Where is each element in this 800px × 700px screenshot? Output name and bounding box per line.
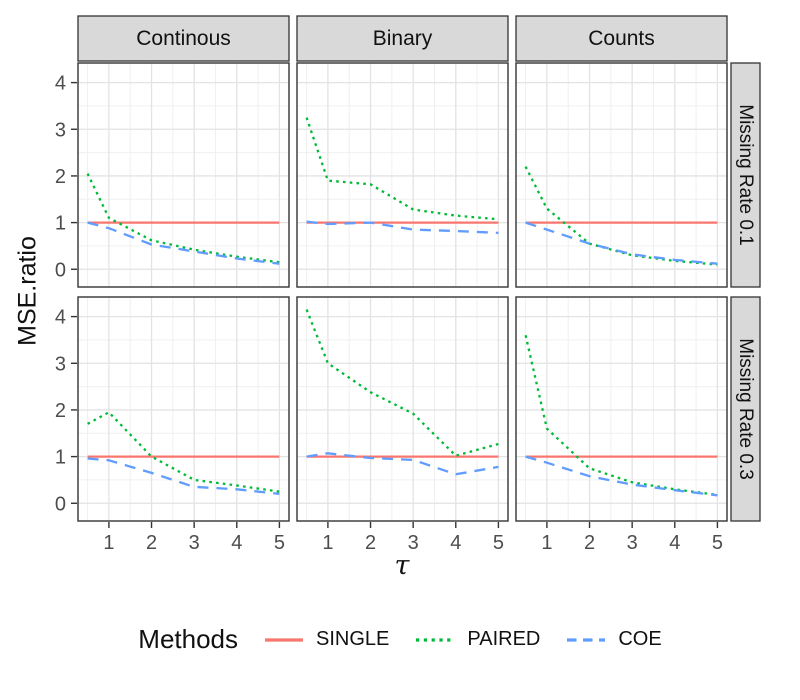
series-line-paired <box>305 309 499 457</box>
single-solid-line-key-icon <box>265 637 304 642</box>
x-tick-label: 2 <box>584 532 595 554</box>
series-line-paired <box>305 117 499 221</box>
gridlines-minor <box>516 63 727 287</box>
y-tick-label: 0 <box>55 493 66 515</box>
x-axis-title: τ <box>394 550 410 581</box>
x-tick-label: 1 <box>322 532 333 554</box>
series-line-coe <box>87 221 280 265</box>
y-axis-ticks-row-1: 0 1 2 3 4 <box>55 307 77 515</box>
coe-dashed-line-key-icon <box>567 637 606 642</box>
series-line-paired <box>87 411 280 493</box>
facet-col-strip-counts: Counts <box>515 15 728 62</box>
x-tick-label: 1 <box>541 532 552 554</box>
y-tick-label: 3 <box>55 119 66 141</box>
x-tick-label: 3 <box>408 532 419 554</box>
x-tick-label: 4 <box>231 532 242 554</box>
x-tick-label: 5 <box>274 532 285 554</box>
y-axis-title: MSE.ratio <box>13 236 42 346</box>
legend-item-label: SINGLE <box>316 628 390 650</box>
facet-row-strip-missing-rate-0-3: Missing Rate 0.3 <box>730 296 761 522</box>
y-tick-label: 1 <box>55 447 66 469</box>
gridlines-major <box>516 63 727 287</box>
legend-title: Methods <box>138 624 239 654</box>
panel-counts-missing-rate-0-3 <box>515 296 728 522</box>
series-line-coe <box>87 457 280 496</box>
y-tick-label: 4 <box>55 73 66 95</box>
panel-counts-missing-rate-0-1 <box>515 62 728 288</box>
panel-binary-missing-rate-0-3 <box>296 296 509 522</box>
series-line-paired <box>524 166 718 266</box>
legend-item-paired: PAIRED <box>413 628 540 651</box>
facet-col-strip-continous: Continous <box>77 15 290 62</box>
y-tick-label: 4 <box>55 307 66 329</box>
x-tick-label: 1 <box>103 532 114 554</box>
gridlines-minor <box>78 63 289 287</box>
series-line-coe <box>525 221 718 265</box>
y-tick-label: 1 <box>55 213 66 235</box>
gridlines-major <box>78 297 289 521</box>
legend: Methods SINGLE PAIRED COE <box>0 624 800 655</box>
facet-col-label: Counts <box>588 27 655 50</box>
series-line-coe <box>306 452 499 476</box>
y-tick-label: 2 <box>55 166 66 188</box>
gridlines-minor <box>78 297 289 521</box>
panel-continous-missing-rate-0-3 <box>77 296 290 522</box>
facet-row-label: Missing Rate 0.3 <box>735 338 756 480</box>
series-line-coe <box>525 455 718 497</box>
legend-item-label: COE <box>618 628 662 650</box>
gridlines-minor <box>297 297 508 521</box>
x-tick-label: 5 <box>493 532 504 554</box>
facet-row-label: Missing Rate 0.1 <box>735 104 756 246</box>
gridlines-minor <box>297 63 508 287</box>
gridlines-minor <box>516 297 727 521</box>
facet-col-label: Continous <box>136 27 231 50</box>
panel-binary-missing-rate-0-1 <box>296 62 509 288</box>
facet-col-label: Binary <box>373 27 433 50</box>
y-axis-ticks-row-0: 0 1 2 3 4 <box>55 73 77 281</box>
series-line-coe <box>306 220 499 235</box>
legend-item-coe: COE <box>564 628 662 651</box>
facet-row-strip-missing-rate-0-1: Missing Rate 0.1 <box>730 62 761 288</box>
x-axis-ticks-col-0: 1 2 3 4 5 <box>103 522 285 554</box>
x-tick-label: 2 <box>365 532 376 554</box>
facet-col-strip-binary: Binary <box>296 15 509 62</box>
x-tick-label: 3 <box>627 532 638 554</box>
gridlines-major <box>78 63 289 287</box>
x-tick-label: 5 <box>712 532 723 554</box>
x-tick-label: 4 <box>450 532 461 554</box>
x-tick-label: 3 <box>189 532 200 554</box>
paired-dotted-line-key-icon <box>416 637 455 642</box>
facet-grid-svg: Continous Binary Counts Missing Rate 0.1 Mis… <box>55 15 761 554</box>
panel-continous-missing-rate-0-1 <box>77 62 290 288</box>
x-axis-ticks-col-1: 1 2 3 4 5 <box>322 522 504 554</box>
y-tick-label: 2 <box>55 400 66 422</box>
x-tick-label: 4 <box>669 532 680 554</box>
x-tick-label: 2 <box>146 532 157 554</box>
legend-item-label: PAIRED <box>467 628 541 650</box>
series-line-paired <box>86 173 280 264</box>
x-axis-ticks-col-2: 1 2 3 4 5 <box>541 522 723 554</box>
y-tick-label: 3 <box>55 353 66 375</box>
y-tick-label: 0 <box>55 259 66 281</box>
legend-item-single: SINGLE <box>262 628 389 651</box>
